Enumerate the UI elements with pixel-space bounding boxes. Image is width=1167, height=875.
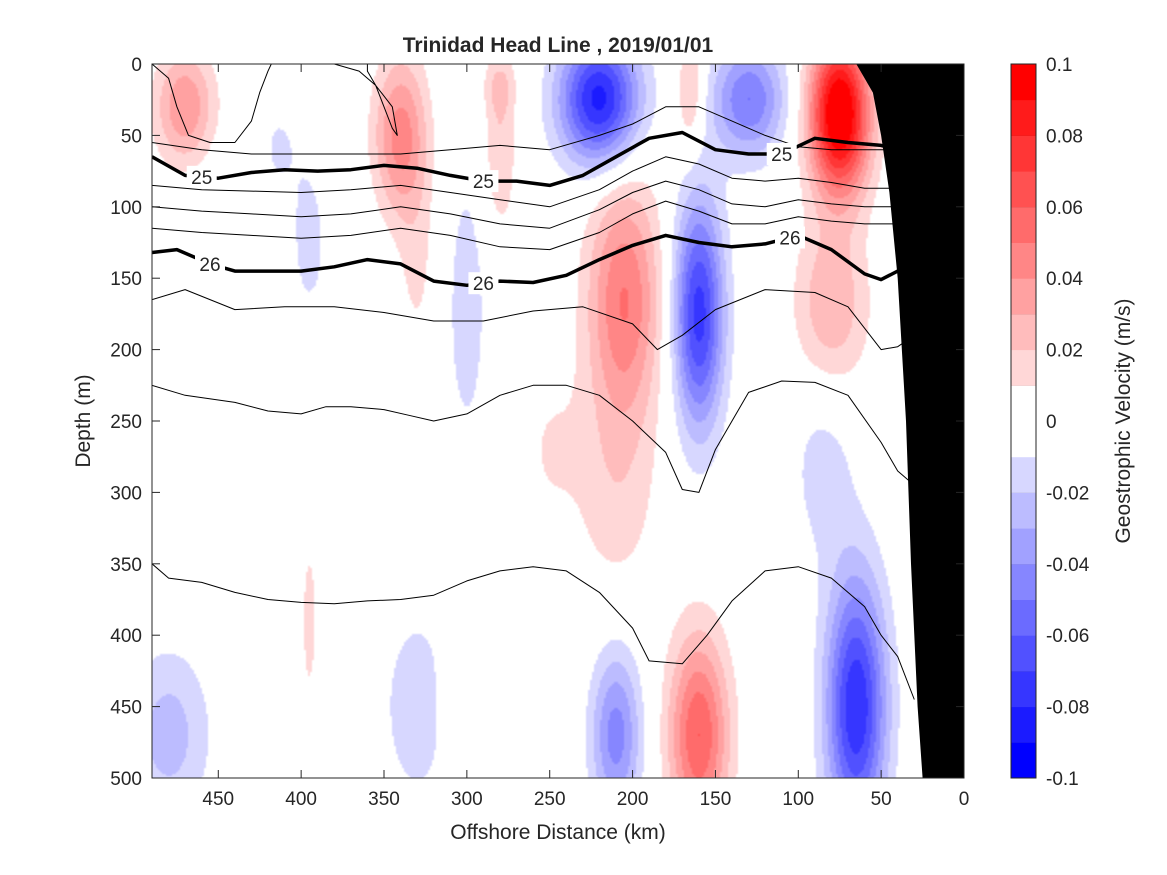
isopycnal-label: 26 bbox=[199, 255, 220, 276]
colorbar-ticks: 0.1 0.08 0.06 0.04 0.02 0 -0.02 -0.04 -0.06 -0.08… bbox=[1046, 55, 1090, 790]
isopycnal-line bbox=[334, 64, 398, 136]
isopycnal-label-backdrop bbox=[186, 165, 217, 188]
y-tick-label: 300 bbox=[110, 483, 142, 504]
x-tick-label: 0 bbox=[959, 789, 970, 810]
colorbar-band bbox=[1011, 563, 1036, 600]
colorbar-band bbox=[1011, 706, 1036, 743]
isopycnal-line bbox=[152, 380, 915, 493]
x-tick-label: 450 bbox=[202, 789, 234, 810]
x-tick-label: 250 bbox=[534, 789, 566, 810]
colorbar: 0.1 0.08 0.06 0.04 0.02 0 -0.02 -0.04 -0.06 -0.08… bbox=[1010, 55, 1135, 790]
colorbar-tick-label: 0.1 bbox=[1046, 55, 1072, 76]
bathymetry-shape bbox=[856, 64, 964, 778]
colorbar-band bbox=[1011, 278, 1036, 315]
isopycnal-label: 26 bbox=[779, 229, 800, 250]
y-tick-label: 450 bbox=[110, 698, 142, 719]
colorbar-tick-label: 0.06 bbox=[1046, 198, 1083, 219]
isopycnal-line bbox=[152, 563, 915, 700]
colorbar-band bbox=[1011, 492, 1036, 529]
isopycnal-label: 25 bbox=[473, 172, 494, 193]
isopycnal-line bbox=[152, 106, 915, 155]
colorbar-tick-label: 0.08 bbox=[1046, 126, 1083, 147]
colorbar-label: Geostrophic Velocity (m/s) bbox=[1112, 298, 1135, 543]
x-axis-label: Offshore Distance (km) bbox=[450, 821, 666, 844]
x-tick-label: 350 bbox=[368, 789, 400, 810]
colorbar-frame bbox=[1010, 63, 1037, 779]
isopycnal-label-backdrop bbox=[195, 252, 225, 275]
y-axis-label: Depth (m) bbox=[72, 374, 95, 467]
colorbar-band bbox=[1011, 206, 1036, 243]
colorbar-bands bbox=[1011, 63, 1036, 779]
x-axis-ticks: 450 400 350 300 250 200 150 100 50 0 bbox=[202, 64, 969, 810]
y-tick-label: 0 bbox=[131, 55, 142, 76]
colorbar-band bbox=[1011, 635, 1036, 672]
isopycnal-label-backdrop bbox=[468, 272, 499, 295]
colorbar-band bbox=[1011, 349, 1036, 386]
isopycnal-line bbox=[152, 156, 931, 208]
isopycnal-label: 25 bbox=[771, 145, 792, 166]
colorbar-band bbox=[1011, 528, 1036, 565]
colorbar-band bbox=[1011, 64, 1036, 101]
isopycnal-label: 26 bbox=[473, 274, 494, 295]
y-tick-label: 400 bbox=[110, 626, 142, 647]
x-tick-label: 100 bbox=[782, 789, 814, 810]
colorbar-tick-label: 0 bbox=[1046, 412, 1057, 433]
colorbar-band bbox=[1011, 171, 1036, 208]
isopycnal-line bbox=[152, 233, 932, 288]
y-axis-ticks: 0 50 100 150 200 250 300 350 400 450 500 bbox=[110, 55, 964, 790]
x-tick-label: 300 bbox=[451, 789, 483, 810]
y-tick-label: 500 bbox=[110, 769, 142, 790]
colorbar-band bbox=[1011, 456, 1036, 493]
colorbar-tick-label: 0.04 bbox=[1046, 269, 1083, 290]
isopycnal-labels: 25 25 25 26 26 26 bbox=[186, 142, 805, 295]
isopycnal-label-backdrop bbox=[775, 226, 805, 249]
isopycnal-line bbox=[152, 200, 931, 251]
colorbar-band bbox=[1011, 421, 1036, 458]
isopycnal-line bbox=[152, 64, 272, 143]
y-tick-label: 200 bbox=[110, 341, 142, 362]
chart-title: Trinidad Head Line , 2019/01/01 bbox=[403, 34, 714, 57]
isopycnal-line bbox=[152, 180, 932, 229]
colorbar-band bbox=[1011, 670, 1036, 708]
colorbar-band bbox=[1011, 385, 1036, 422]
x-tick-label: 50 bbox=[871, 789, 892, 810]
colorbar-tick-label: -0.02 bbox=[1046, 483, 1089, 504]
colorbar-band bbox=[1011, 313, 1036, 351]
colorbar-band bbox=[1011, 135, 1036, 172]
y-tick-label: 350 bbox=[110, 555, 142, 576]
colorbar-tick-label: 0.02 bbox=[1046, 341, 1083, 362]
y-tick-label: 250 bbox=[110, 412, 142, 433]
colorbar-band bbox=[1011, 99, 1036, 136]
colorbar-tick-label: -0.04 bbox=[1046, 555, 1090, 576]
isopycnal-contours bbox=[152, 64, 932, 700]
colorbar-tick-label: -0.1 bbox=[1046, 769, 1079, 790]
colorbar-band bbox=[1011, 242, 1036, 279]
colorbar-tick-label: -0.08 bbox=[1046, 698, 1089, 719]
x-tick-label: 200 bbox=[617, 789, 649, 810]
x-tick-label: 400 bbox=[285, 789, 317, 810]
y-tick-label: 50 bbox=[121, 126, 142, 147]
x-tick-label: 150 bbox=[700, 789, 732, 810]
isopycnal-label: 25 bbox=[191, 168, 212, 189]
isopycnal-line bbox=[152, 130, 932, 188]
y-tick-label: 100 bbox=[110, 198, 142, 219]
colorbar-band bbox=[1011, 599, 1036, 636]
colorbar-band bbox=[1011, 742, 1036, 779]
isopycnal-label-backdrop bbox=[766, 142, 797, 165]
isopycnal-label-backdrop bbox=[468, 170, 499, 193]
y-tick-label: 150 bbox=[110, 269, 142, 290]
isopycnal-line bbox=[152, 289, 915, 351]
colorbar-tick-label: -0.06 bbox=[1046, 626, 1089, 647]
